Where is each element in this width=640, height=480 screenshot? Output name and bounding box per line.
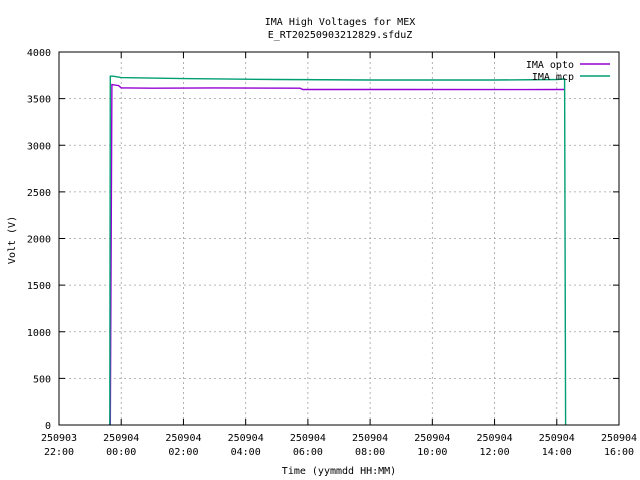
x-tick-time: 12:00 (480, 447, 510, 458)
y-tick-label: 500 (33, 374, 51, 385)
legend-label: IMA opto (526, 60, 574, 71)
y-tick-label: 3500 (27, 95, 51, 106)
x-tick-date: 250904 (165, 433, 201, 444)
x-tick-date: 250904 (539, 433, 575, 444)
x-tick-time: 06:00 (293, 447, 323, 458)
chart-title: IMA High Voltages for MEX (265, 17, 416, 28)
legend-label: IMA mcp (532, 72, 574, 83)
x-axis: 250903 22:00 250904 00:00 250904 02:00 250904 0… (41, 52, 637, 458)
x-axis-label: Time (yymmdd HH:MM) (282, 466, 396, 477)
x-tick-date: 250904 (601, 433, 637, 444)
x-tick-time: 10:00 (417, 447, 447, 458)
y-tick-label: 3000 (27, 141, 51, 152)
y-axis: 0 500 1000 1500 2000 2500 3000 3500 4000 (27, 48, 619, 432)
x-tick-date: 250904 (352, 433, 388, 444)
grid-lines (59, 52, 619, 425)
x-tick-time: 00:00 (106, 447, 136, 458)
chart-subtitle: E_RT20250903212829.sfduZ (268, 30, 413, 41)
y-tick-label: 4000 (27, 48, 51, 59)
y-axis-label: Volt (V) (7, 216, 18, 264)
x-tick-time: 22:00 (44, 447, 74, 458)
x-tick-time: 04:00 (231, 447, 261, 458)
x-tick-date: 250904 (290, 433, 326, 444)
y-tick-label: 2000 (27, 235, 51, 246)
y-tick-label: 1500 (27, 281, 51, 292)
y-tick-label: 1000 (27, 328, 51, 339)
x-tick-time: 08:00 (355, 447, 385, 458)
x-tick-date: 250903 (41, 433, 77, 444)
y-tick-label: 0 (45, 421, 51, 432)
series-line-1 (109, 83, 565, 426)
x-tick-time: 02:00 (168, 447, 198, 458)
x-tick-date: 250904 (228, 433, 264, 444)
x-tick-time: 16:00 (604, 447, 634, 458)
x-tick-time: 14:00 (542, 447, 572, 458)
y-tick-label: 2500 (27, 188, 51, 199)
x-tick-date: 250904 (103, 433, 139, 444)
series-layer (109, 75, 567, 426)
x-tick-date: 250904 (414, 433, 450, 444)
series-line-2 (109, 75, 567, 426)
x-tick-date: 250904 (476, 433, 512, 444)
